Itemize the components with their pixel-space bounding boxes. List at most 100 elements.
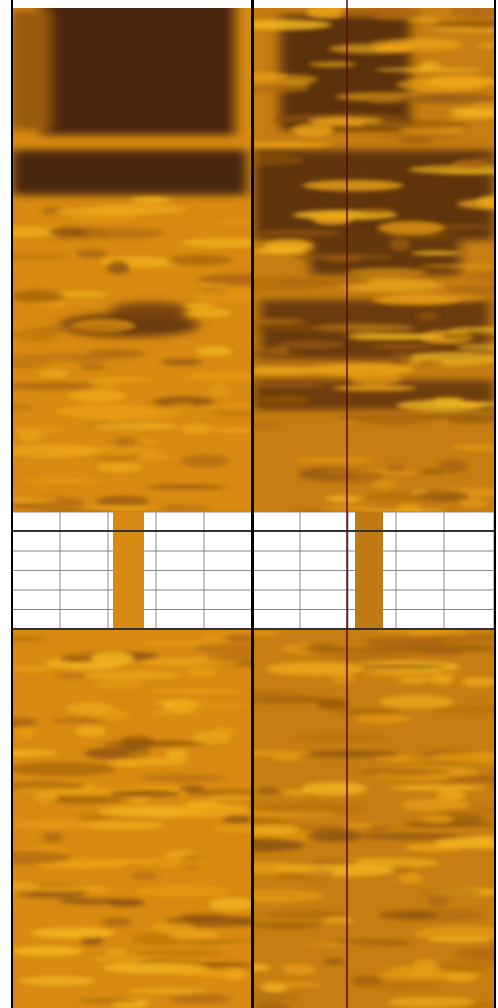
streak — [325, 495, 363, 502]
streak — [265, 661, 365, 676]
streak — [295, 733, 385, 743]
streak — [13, 328, 58, 343]
streak — [429, 674, 454, 685]
streak — [404, 821, 494, 827]
streak — [207, 383, 231, 397]
streak — [13, 820, 94, 830]
streak — [258, 395, 312, 405]
streak — [152, 396, 216, 408]
streak — [254, 19, 332, 31]
streak — [14, 726, 37, 739]
streak — [12, 635, 47, 642]
streak — [50, 291, 109, 298]
streak — [211, 426, 252, 434]
streak — [138, 438, 160, 445]
streak — [169, 993, 232, 1005]
dark-zones — [12, 8, 247, 337]
streak — [92, 422, 177, 430]
streak — [165, 964, 211, 976]
streak — [451, 444, 494, 451]
streak — [183, 372, 252, 381]
streak — [51, 717, 114, 724]
streak — [451, 8, 494, 18]
streak — [322, 917, 354, 924]
streak — [330, 857, 440, 869]
streak — [254, 318, 307, 325]
streak — [387, 996, 476, 1008]
streak — [296, 457, 372, 463]
streak — [332, 384, 417, 392]
streak — [413, 926, 494, 940]
streak — [379, 694, 455, 709]
streak — [66, 701, 115, 716]
streak — [307, 363, 414, 376]
streak — [211, 825, 252, 834]
streak — [134, 885, 229, 897]
streak — [343, 823, 374, 829]
streak — [89, 380, 120, 389]
streak — [308, 61, 357, 68]
streak — [257, 787, 279, 794]
streak — [328, 43, 414, 54]
streak — [348, 372, 403, 385]
streak — [254, 818, 291, 826]
streak — [80, 670, 182, 680]
streak — [254, 229, 340, 237]
streak — [388, 351, 413, 365]
streak — [279, 340, 345, 350]
strip — [355, 512, 383, 630]
streak — [222, 814, 252, 824]
streak — [96, 496, 150, 508]
streak — [389, 238, 411, 252]
streak — [161, 358, 203, 366]
streak — [445, 285, 494, 293]
streak — [109, 789, 181, 798]
streak — [254, 325, 357, 331]
streak — [101, 917, 132, 927]
streak — [254, 83, 310, 93]
streak — [297, 468, 387, 483]
streak — [435, 704, 494, 715]
streak — [130, 197, 172, 204]
streak — [41, 831, 63, 844]
streak — [12, 717, 39, 727]
streak — [435, 837, 494, 849]
streak — [346, 267, 427, 278]
streak — [448, 114, 494, 119]
streak — [106, 260, 130, 275]
streak — [399, 677, 429, 685]
streak — [420, 469, 445, 475]
streak — [12, 360, 79, 365]
streak — [309, 647, 418, 661]
streak — [444, 775, 494, 780]
texture — [12, 197, 252, 1008]
streak — [415, 311, 440, 321]
streak — [281, 964, 316, 975]
streak — [30, 927, 116, 939]
streak — [389, 785, 486, 791]
streak — [181, 238, 252, 248]
streak — [254, 142, 333, 148]
streak — [254, 72, 289, 80]
streak — [78, 820, 166, 831]
streak — [410, 250, 463, 256]
streak — [468, 271, 494, 282]
streak — [192, 288, 252, 302]
streak — [436, 790, 467, 801]
streak — [84, 746, 153, 760]
streak — [18, 886, 116, 891]
streak — [72, 214, 137, 220]
streak — [254, 630, 283, 636]
streak — [12, 425, 67, 434]
streak — [222, 633, 252, 643]
streak — [173, 939, 252, 945]
streak — [421, 815, 454, 824]
streak — [323, 958, 345, 965]
streak — [456, 343, 494, 352]
streak — [254, 889, 323, 904]
streak — [138, 857, 207, 867]
streak — [398, 93, 494, 104]
streak — [78, 998, 139, 1004]
streak — [272, 866, 317, 871]
